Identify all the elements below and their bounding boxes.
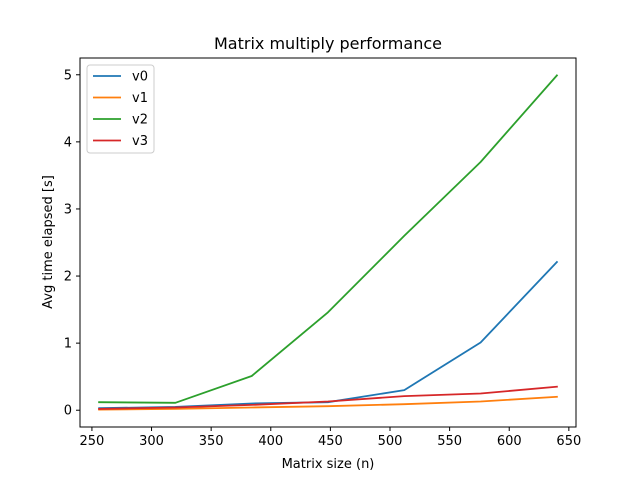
series-line-v1	[98, 395, 558, 411]
legend-label-v2: v2	[132, 113, 148, 128]
legend-label-v3: v3	[132, 134, 148, 149]
x-tick-label: 250	[80, 434, 105, 449]
y-tick-label: 4	[64, 135, 72, 150]
plot-area: 250 300 350 400 450 500 550 600 650 0 1 2 3 4 5	[64, 57, 581, 449]
series-layer	[98, 74, 559, 411]
y-tick-label: 2	[64, 270, 72, 285]
legend-label-v0: v0	[132, 70, 148, 85]
legend-label-v1: v1	[132, 91, 148, 106]
y-axis-label: Avg time elapsed [s]	[41, 175, 56, 309]
legend-box	[86, 64, 155, 154]
axes-frame	[79, 57, 577, 428]
x-axis: 250 300 350 400 450 500 550 600 650	[80, 427, 581, 449]
x-tick-label: 600	[497, 434, 522, 449]
x-tick-label: 550	[437, 434, 462, 449]
y-tick-label: 3	[64, 202, 72, 217]
x-tick-label: 400	[258, 434, 283, 449]
y-tick-label: 5	[64, 68, 72, 83]
y-axis: 0 1 2 3 4 5	[64, 68, 80, 419]
y-tick-label: 1	[64, 337, 72, 352]
x-tick-label: 350	[199, 434, 224, 449]
series-line-v3	[98, 385, 558, 410]
legend: v0 v1 v2 v3	[86, 64, 155, 154]
x-tick-label: 450	[318, 434, 343, 449]
x-tick-label: 300	[139, 434, 164, 449]
x-tick-label: 650	[556, 434, 581, 449]
x-axis-label: Matrix size (n)	[282, 457, 375, 472]
chart-title: Matrix multiply performance	[214, 34, 442, 53]
series-line-v2	[98, 74, 559, 404]
y-tick-label: 0	[64, 404, 72, 419]
x-tick-label: 500	[378, 434, 403, 449]
